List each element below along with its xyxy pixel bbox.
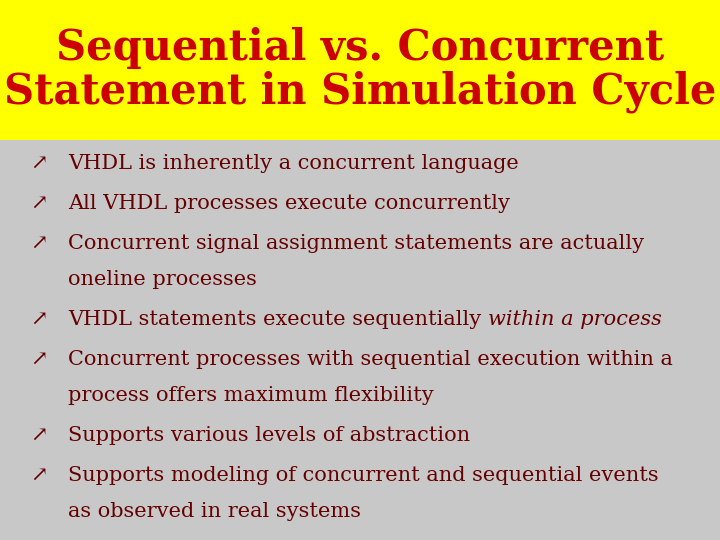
Text: ↗: ↗: [30, 426, 48, 445]
Text: Supports various levels of abstraction: Supports various levels of abstraction: [68, 426, 470, 445]
Text: ↗: ↗: [30, 310, 48, 329]
Text: Supports modeling of concurrent and sequential events: Supports modeling of concurrent and sequ…: [68, 466, 659, 485]
Text: oneline processes: oneline processes: [68, 270, 257, 289]
Text: process offers maximum flexibility: process offers maximum flexibility: [68, 386, 433, 405]
Text: ↗: ↗: [30, 350, 48, 369]
Text: as observed in real systems: as observed in real systems: [68, 502, 361, 521]
Text: VHDL is inherently a concurrent language: VHDL is inherently a concurrent language: [68, 154, 518, 173]
Bar: [0, 0, 720, 140]
Text: ↗: ↗: [30, 466, 48, 485]
Text: VHDL statements execute sequentially: VHDL statements execute sequentially: [68, 310, 488, 329]
Text: Concurrent signal assignment statements are actually: Concurrent signal assignment statements …: [68, 234, 644, 253]
Text: ↗: ↗: [30, 154, 48, 173]
Text: All VHDL processes execute concurrently: All VHDL processes execute concurrently: [68, 194, 510, 213]
Text: ↗: ↗: [30, 194, 48, 213]
Text: Concurrent processes with sequential execution within a: Concurrent processes with sequential exe…: [68, 350, 673, 369]
Text: ↗: ↗: [30, 234, 48, 253]
Text: within a process: within a process: [488, 310, 662, 329]
Text: Sequential vs. Concurrent: Sequential vs. Concurrent: [56, 27, 664, 69]
Text: Statement in Simulation Cycle: Statement in Simulation Cycle: [4, 71, 716, 113]
